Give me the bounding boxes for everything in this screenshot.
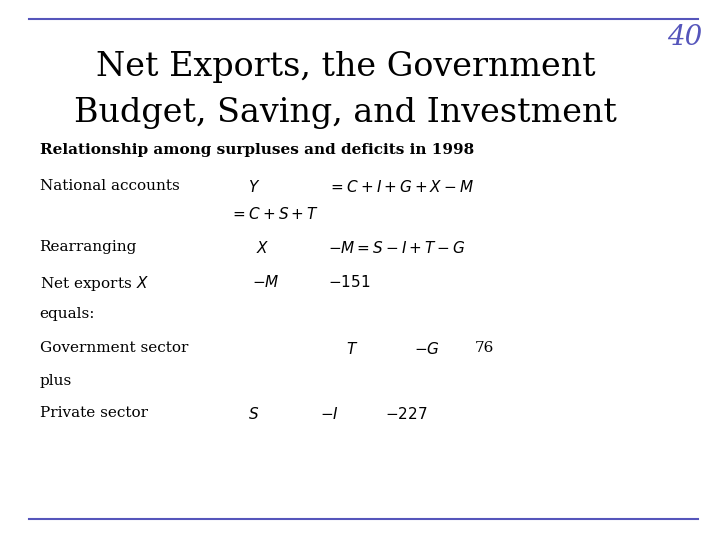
Text: 76: 76: [475, 341, 495, 355]
Text: $= C + S + T$: $= C + S + T$: [230, 206, 319, 222]
Text: $= C + I + G + X - M$: $= C + I + G + X - M$: [328, 179, 473, 195]
Text: Relationship among surpluses and deficits in 1998: Relationship among surpluses and deficit…: [40, 143, 474, 157]
Text: $-227$: $-227$: [385, 406, 428, 422]
Text: Private sector: Private sector: [40, 406, 148, 420]
Text: $-G$: $-G$: [414, 341, 440, 357]
Text: $Y$: $Y$: [248, 179, 261, 195]
Text: $-151$: $-151$: [328, 274, 370, 291]
Text: equals:: equals:: [40, 307, 95, 321]
Text: Rearranging: Rearranging: [40, 240, 137, 254]
Text: $-I$: $-I$: [320, 406, 339, 422]
Text: plus: plus: [40, 374, 72, 388]
Text: National accounts: National accounts: [40, 179, 179, 193]
Text: $X$: $X$: [256, 240, 269, 256]
Text: Net exports $X$: Net exports $X$: [40, 274, 148, 293]
Text: $-M = S - I + T - G$: $-M = S - I + T - G$: [328, 240, 465, 256]
Text: Net Exports, the Government: Net Exports, the Government: [96, 51, 595, 83]
Text: $-M$: $-M$: [252, 274, 279, 291]
Text: Government sector: Government sector: [40, 341, 188, 355]
Text: $S$: $S$: [248, 406, 260, 422]
Text: 40: 40: [667, 24, 702, 51]
Text: Budget, Saving, and Investment: Budget, Saving, and Investment: [74, 97, 617, 129]
Text: $T$: $T$: [346, 341, 358, 357]
